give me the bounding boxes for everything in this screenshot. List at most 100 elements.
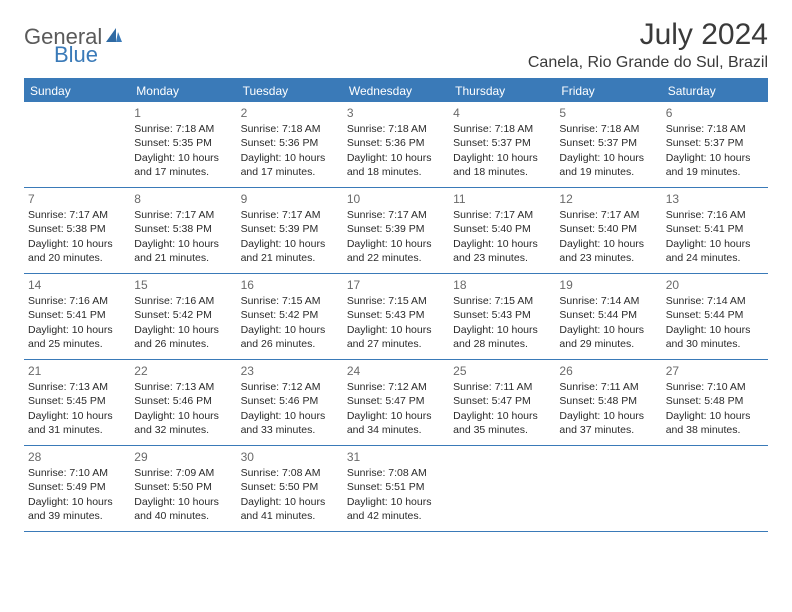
calendar-cell: 21Sunrise: 7:13 AMSunset: 5:45 PMDayligh…	[24, 360, 130, 446]
sunrise-line: Sunrise: 7:14 AM	[666, 294, 764, 308]
sunrise-line: Sunrise: 7:13 AM	[28, 380, 126, 394]
sunset-line: Sunset: 5:42 PM	[134, 308, 232, 322]
day-number: 13	[666, 191, 764, 207]
day-number: 15	[134, 277, 232, 293]
sunset-line: Sunset: 5:49 PM	[28, 480, 126, 494]
sunset-line: Sunset: 5:39 PM	[347, 222, 445, 236]
calendar-cell: 11Sunrise: 7:17 AMSunset: 5:40 PMDayligh…	[449, 188, 555, 274]
daylight-line: Daylight: 10 hours and 34 minutes.	[347, 409, 445, 437]
daylight-line: Daylight: 10 hours and 28 minutes.	[453, 323, 551, 351]
calendar-cell: 3Sunrise: 7:18 AMSunset: 5:36 PMDaylight…	[343, 102, 449, 188]
day-number: 25	[453, 363, 551, 379]
calendar-cell: 29Sunrise: 7:09 AMSunset: 5:50 PMDayligh…	[130, 446, 236, 532]
daylight-line: Daylight: 10 hours and 24 minutes.	[666, 237, 764, 265]
sunset-line: Sunset: 5:35 PM	[134, 136, 232, 150]
sunrise-line: Sunrise: 7:17 AM	[241, 208, 339, 222]
sunset-line: Sunset: 5:41 PM	[666, 222, 764, 236]
daylight-line: Daylight: 10 hours and 21 minutes.	[241, 237, 339, 265]
sunset-line: Sunset: 5:46 PM	[241, 394, 339, 408]
day-number: 20	[666, 277, 764, 293]
sunset-line: Sunset: 5:50 PM	[241, 480, 339, 494]
sunset-line: Sunset: 5:42 PM	[241, 308, 339, 322]
calendar-cell-empty	[24, 102, 130, 188]
day-number: 4	[453, 105, 551, 121]
calendar-cell: 22Sunrise: 7:13 AMSunset: 5:46 PMDayligh…	[130, 360, 236, 446]
sail-icon	[104, 26, 124, 49]
day-number: 2	[241, 105, 339, 121]
brand-line2: Blue	[24, 42, 98, 68]
day-number: 14	[28, 277, 126, 293]
daylight-line: Daylight: 10 hours and 41 minutes.	[241, 495, 339, 523]
sunset-line: Sunset: 5:45 PM	[28, 394, 126, 408]
calendar-cell: 30Sunrise: 7:08 AMSunset: 5:50 PMDayligh…	[237, 446, 343, 532]
daylight-line: Daylight: 10 hours and 23 minutes.	[453, 237, 551, 265]
day-number: 5	[559, 105, 657, 121]
sunset-line: Sunset: 5:40 PM	[453, 222, 551, 236]
daylight-line: Daylight: 10 hours and 17 minutes.	[134, 151, 232, 179]
sunset-line: Sunset: 5:40 PM	[559, 222, 657, 236]
daylight-line: Daylight: 10 hours and 33 minutes.	[241, 409, 339, 437]
day-number: 17	[347, 277, 445, 293]
calendar-cell: 19Sunrise: 7:14 AMSunset: 5:44 PMDayligh…	[555, 274, 661, 360]
sunrise-line: Sunrise: 7:16 AM	[28, 294, 126, 308]
sunrise-line: Sunrise: 7:17 AM	[28, 208, 126, 222]
calendar-cell: 9Sunrise: 7:17 AMSunset: 5:39 PMDaylight…	[237, 188, 343, 274]
day-number: 21	[28, 363, 126, 379]
day-of-week-header: Sunday	[24, 80, 130, 102]
daylight-line: Daylight: 10 hours and 26 minutes.	[134, 323, 232, 351]
title-block: July 2024 Canela, Rio Grande do Sul, Bra…	[528, 18, 768, 72]
header: General July 2024 Canela, Rio Grande do …	[24, 18, 768, 72]
sunset-line: Sunset: 5:46 PM	[134, 394, 232, 408]
sunset-line: Sunset: 5:37 PM	[559, 136, 657, 150]
daylight-line: Daylight: 10 hours and 38 minutes.	[666, 409, 764, 437]
calendar-grid: SundayMondayTuesdayWednesdayThursdayFrid…	[24, 78, 768, 532]
daylight-line: Daylight: 10 hours and 18 minutes.	[453, 151, 551, 179]
sunset-line: Sunset: 5:43 PM	[347, 308, 445, 322]
calendar-cell: 27Sunrise: 7:10 AMSunset: 5:48 PMDayligh…	[662, 360, 768, 446]
day-of-week-header: Thursday	[449, 80, 555, 102]
sunrise-line: Sunrise: 7:18 AM	[347, 122, 445, 136]
daylight-line: Daylight: 10 hours and 22 minutes.	[347, 237, 445, 265]
sunset-line: Sunset: 5:44 PM	[559, 308, 657, 322]
calendar-cell: 8Sunrise: 7:17 AMSunset: 5:38 PMDaylight…	[130, 188, 236, 274]
daylight-line: Daylight: 10 hours and 29 minutes.	[559, 323, 657, 351]
calendar-cell: 10Sunrise: 7:17 AMSunset: 5:39 PMDayligh…	[343, 188, 449, 274]
sunrise-line: Sunrise: 7:12 AM	[347, 380, 445, 394]
sunrise-line: Sunrise: 7:18 AM	[559, 122, 657, 136]
month-title: July 2024	[528, 18, 768, 52]
sunset-line: Sunset: 5:41 PM	[28, 308, 126, 322]
sunrise-line: Sunrise: 7:18 AM	[134, 122, 232, 136]
day-number: 16	[241, 277, 339, 293]
day-of-week-header: Monday	[130, 80, 236, 102]
day-number: 28	[28, 449, 126, 465]
daylight-line: Daylight: 10 hours and 27 minutes.	[347, 323, 445, 351]
day-number: 30	[241, 449, 339, 465]
calendar-cell: 13Sunrise: 7:16 AMSunset: 5:41 PMDayligh…	[662, 188, 768, 274]
calendar-cell: 20Sunrise: 7:14 AMSunset: 5:44 PMDayligh…	[662, 274, 768, 360]
calendar-cell: 23Sunrise: 7:12 AMSunset: 5:46 PMDayligh…	[237, 360, 343, 446]
sunrise-line: Sunrise: 7:12 AM	[241, 380, 339, 394]
calendar-cell: 7Sunrise: 7:17 AMSunset: 5:38 PMDaylight…	[24, 188, 130, 274]
calendar-cell-empty	[555, 446, 661, 532]
sunset-line: Sunset: 5:37 PM	[453, 136, 551, 150]
daylight-line: Daylight: 10 hours and 25 minutes.	[28, 323, 126, 351]
day-number: 22	[134, 363, 232, 379]
calendar-cell-empty	[662, 446, 768, 532]
daylight-line: Daylight: 10 hours and 18 minutes.	[347, 151, 445, 179]
sunset-line: Sunset: 5:48 PM	[559, 394, 657, 408]
day-number: 29	[134, 449, 232, 465]
sunrise-line: Sunrise: 7:08 AM	[347, 466, 445, 480]
day-number: 19	[559, 277, 657, 293]
sunrise-line: Sunrise: 7:18 AM	[453, 122, 551, 136]
calendar-cell: 14Sunrise: 7:16 AMSunset: 5:41 PMDayligh…	[24, 274, 130, 360]
sunrise-line: Sunrise: 7:17 AM	[347, 208, 445, 222]
sunset-line: Sunset: 5:38 PM	[134, 222, 232, 236]
day-number: 27	[666, 363, 764, 379]
sunset-line: Sunset: 5:37 PM	[666, 136, 764, 150]
sunrise-line: Sunrise: 7:11 AM	[559, 380, 657, 394]
calendar-cell: 5Sunrise: 7:18 AMSunset: 5:37 PMDaylight…	[555, 102, 661, 188]
daylight-line: Daylight: 10 hours and 20 minutes.	[28, 237, 126, 265]
sunset-line: Sunset: 5:48 PM	[666, 394, 764, 408]
sunset-line: Sunset: 5:51 PM	[347, 480, 445, 494]
sunrise-line: Sunrise: 7:08 AM	[241, 466, 339, 480]
